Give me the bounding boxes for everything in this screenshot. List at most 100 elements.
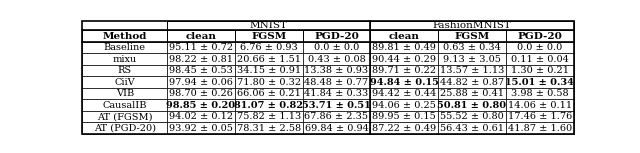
Bar — [235, 122, 303, 134]
Text: 98.45 ± 0.53: 98.45 ± 0.53 — [169, 66, 233, 75]
Bar — [506, 122, 573, 134]
Bar — [235, 42, 303, 53]
Text: 48.48 ± 0.77: 48.48 ± 0.77 — [305, 78, 369, 87]
Text: 0.0 ± 0.0: 0.0 ± 0.0 — [314, 43, 359, 52]
Text: 25.88 ± 0.41: 25.88 ± 0.41 — [440, 89, 504, 98]
Bar — [83, 88, 167, 99]
Text: FGSM: FGSM — [454, 32, 490, 41]
Bar — [83, 122, 167, 134]
Text: clean: clean — [186, 32, 216, 41]
Text: 93.92 ± 0.05: 93.92 ± 0.05 — [169, 124, 233, 132]
Text: MNIST: MNIST — [250, 21, 288, 30]
Bar — [83, 111, 167, 122]
Bar — [371, 30, 438, 42]
Text: 55.52 ± 0.80: 55.52 ± 0.80 — [440, 112, 504, 121]
Bar — [167, 111, 235, 122]
Text: 0.43 ± 0.08: 0.43 ± 0.08 — [308, 55, 365, 64]
Text: 41.84 ± 0.33: 41.84 ± 0.33 — [305, 89, 369, 98]
Bar — [235, 30, 303, 42]
Text: 94.42 ± 0.44: 94.42 ± 0.44 — [372, 89, 436, 98]
Text: AT (PGD-20): AT (PGD-20) — [94, 124, 156, 132]
Bar — [303, 88, 371, 99]
Text: AT (FGSM): AT (FGSM) — [97, 112, 152, 121]
Text: RS: RS — [118, 66, 132, 75]
Text: 89.71 ± 0.22: 89.71 ± 0.22 — [372, 66, 436, 75]
Bar — [506, 42, 573, 53]
Bar — [83, 99, 167, 111]
Bar — [83, 53, 167, 65]
Bar — [506, 88, 573, 99]
Text: 3.98 ± 0.58: 3.98 ± 0.58 — [511, 89, 568, 98]
Bar — [371, 21, 573, 30]
Bar — [235, 53, 303, 65]
Bar — [371, 111, 438, 122]
Text: mixu: mixu — [113, 55, 137, 64]
Bar — [303, 99, 371, 111]
Bar — [371, 53, 438, 65]
Bar — [83, 42, 167, 53]
Bar — [438, 30, 506, 42]
Bar — [303, 111, 371, 122]
Text: 14.06 ± 0.11: 14.06 ± 0.11 — [508, 101, 572, 110]
Bar — [235, 65, 303, 76]
Text: 13.38 ± 0.93: 13.38 ± 0.93 — [305, 66, 369, 75]
Text: CausalIB: CausalIB — [102, 101, 147, 110]
Bar — [83, 65, 167, 76]
Text: 97.94 ± 0.06: 97.94 ± 0.06 — [169, 78, 233, 87]
Text: Baseline: Baseline — [104, 43, 146, 52]
Text: clean: clean — [388, 32, 420, 41]
Text: PGD-20: PGD-20 — [517, 32, 562, 41]
Text: 0.0 ± 0.0: 0.0 ± 0.0 — [517, 43, 563, 52]
Text: 78.31 ± 2.58: 78.31 ± 2.58 — [237, 124, 301, 132]
Bar — [506, 53, 573, 65]
Text: 75.82 ± 1.13: 75.82 ± 1.13 — [237, 112, 301, 121]
Bar — [438, 76, 506, 88]
Text: 0.11 ± 0.04: 0.11 ± 0.04 — [511, 55, 568, 64]
Text: 98.70 ± 0.26: 98.70 ± 0.26 — [169, 89, 233, 98]
Bar — [303, 122, 371, 134]
Bar — [371, 65, 438, 76]
Text: 94.06 ± 0.25: 94.06 ± 0.25 — [372, 101, 436, 110]
Bar — [506, 30, 573, 42]
Text: VIB: VIB — [116, 89, 134, 98]
Bar — [303, 65, 371, 76]
Text: 17.46 ± 1.76: 17.46 ± 1.76 — [508, 112, 572, 121]
Text: 69.84 ± 0.94: 69.84 ± 0.94 — [305, 124, 369, 132]
Text: 41.87 ± 1.60: 41.87 ± 1.60 — [508, 124, 572, 132]
Text: 98.85 ± 0.20: 98.85 ± 0.20 — [166, 101, 236, 110]
Text: 90.44 ± 0.29: 90.44 ± 0.29 — [372, 55, 436, 64]
Bar — [167, 21, 371, 30]
Bar — [438, 122, 506, 134]
Bar — [371, 122, 438, 134]
Text: CiiV: CiiV — [115, 78, 135, 87]
Text: 89.81 ± 0.49: 89.81 ± 0.49 — [372, 43, 436, 52]
Text: 95.11 ± 0.72: 95.11 ± 0.72 — [169, 43, 233, 52]
Bar — [235, 88, 303, 99]
Text: 34.15 ± 0.91: 34.15 ± 0.91 — [237, 66, 301, 75]
Bar — [167, 122, 235, 134]
Bar — [438, 99, 506, 111]
Text: 1.30 ± 0.21: 1.30 ± 0.21 — [511, 66, 569, 75]
Text: FashionMNIST: FashionMNIST — [433, 21, 511, 30]
Text: 9.13 ± 3.05: 9.13 ± 3.05 — [443, 55, 501, 64]
Bar — [438, 88, 506, 99]
Text: 50.81 ± 0.80: 50.81 ± 0.80 — [437, 101, 506, 110]
Bar — [167, 65, 235, 76]
Bar — [167, 76, 235, 88]
Bar — [303, 30, 371, 42]
Text: 89.95 ± 0.15: 89.95 ± 0.15 — [372, 112, 436, 121]
Bar — [167, 30, 235, 42]
Bar — [83, 76, 167, 88]
Text: 53.71 ± 0.51: 53.71 ± 0.51 — [302, 101, 371, 110]
Text: 0.63 ± 0.34: 0.63 ± 0.34 — [443, 43, 501, 52]
Bar — [167, 99, 235, 111]
Text: 94.84 ± 0.15: 94.84 ± 0.15 — [370, 78, 438, 87]
Bar — [167, 88, 235, 99]
Bar — [438, 111, 506, 122]
Bar — [506, 76, 573, 88]
Text: 98.22 ± 0.81: 98.22 ± 0.81 — [169, 55, 233, 64]
Bar — [438, 42, 506, 53]
Bar — [506, 65, 573, 76]
Text: 94.02 ± 0.12: 94.02 ± 0.12 — [169, 112, 233, 121]
Text: 20.66 ± 1.51: 20.66 ± 1.51 — [237, 55, 301, 64]
